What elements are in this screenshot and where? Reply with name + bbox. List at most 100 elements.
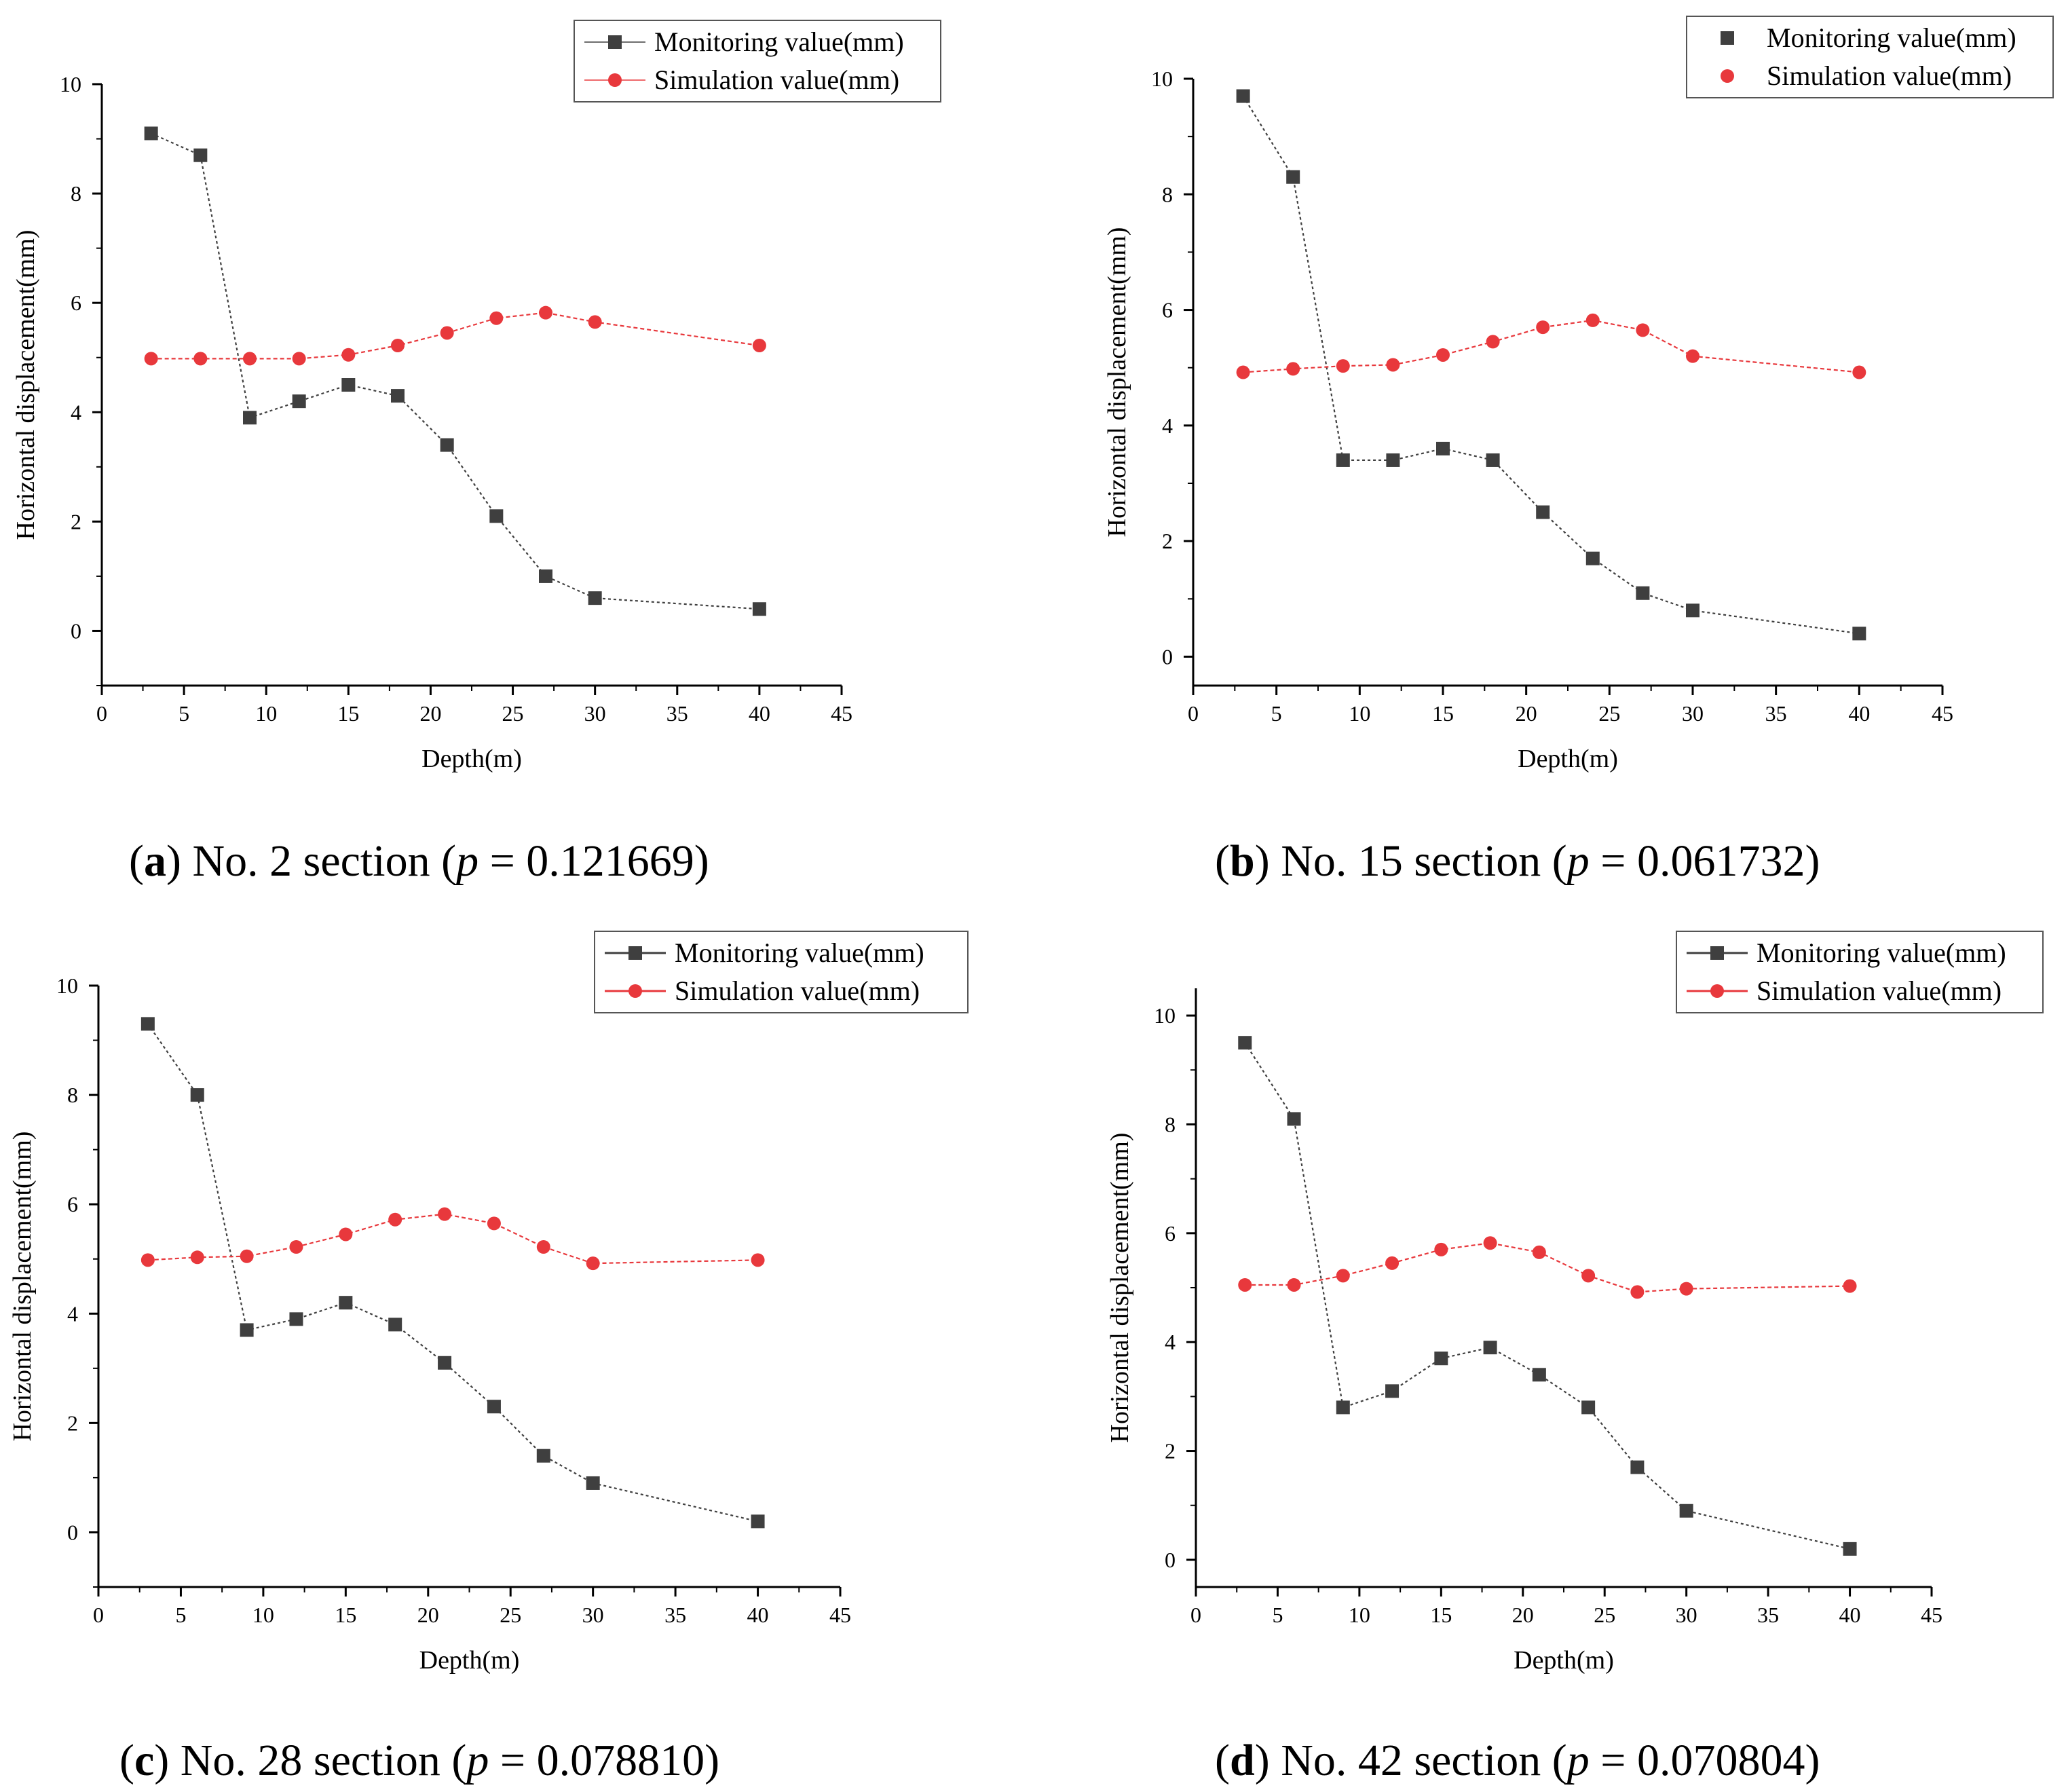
caption-open-paren: ( bbox=[1215, 1736, 1230, 1785]
x-tick-label: 30 bbox=[1682, 701, 1704, 726]
data-point-square bbox=[292, 394, 306, 409]
caption-open-paren: ( bbox=[1215, 836, 1230, 886]
y-tick-label: 6 bbox=[71, 291, 81, 315]
data-point-circle bbox=[1536, 320, 1550, 335]
series-line bbox=[1245, 1242, 1850, 1293]
y-tick-label: 8 bbox=[1162, 182, 1173, 206]
y-tick-label: 0 bbox=[67, 1520, 78, 1544]
data-point-circle bbox=[586, 1256, 600, 1271]
caption-p: p bbox=[464, 1736, 489, 1785]
chart-panel-c: 0 5 10 15 20 25 30 35 40 45 0 2 4 6 8 10 Depth(m) Horizon… bbox=[8, 931, 969, 1785]
caption-value: = 0.078810) bbox=[489, 1736, 719, 1785]
legend-label: Simulation value(mm) bbox=[675, 975, 920, 1006]
x-axis-title: Depth(m) bbox=[1518, 745, 1618, 773]
data-point-square bbox=[1679, 1504, 1693, 1518]
data-point-square bbox=[190, 1088, 204, 1102]
data-point-square bbox=[289, 1312, 303, 1326]
data-point-square bbox=[1483, 1341, 1497, 1355]
data-point-circle bbox=[1852, 365, 1866, 379]
data-point-circle bbox=[588, 315, 602, 329]
series-monitoring bbox=[144, 126, 766, 616]
series-simulation bbox=[140, 1207, 765, 1271]
data-point-circle bbox=[341, 348, 356, 362]
data-point-circle bbox=[1236, 365, 1250, 379]
data-point-square bbox=[193, 148, 208, 162]
y-tick-label: 2 bbox=[1165, 1439, 1176, 1463]
legend: Monitoring value(mm) Simulation value(mm) bbox=[1676, 931, 2044, 1013]
legend-box bbox=[574, 20, 941, 102]
data-point-circle bbox=[752, 339, 766, 353]
y-tick-label: 8 bbox=[71, 181, 81, 206]
x-tick-label: 10 bbox=[255, 701, 277, 726]
y-tick-label: 4 bbox=[1165, 1330, 1176, 1354]
legend: Monitoring value(mm) Simulation value(mm) bbox=[594, 931, 969, 1013]
chart-panel-a: 0 5 10 15 20 25 30 35 40 45 0 2 4 6 8 10 Depth(m) Horizon… bbox=[12, 20, 941, 886]
data-point-square bbox=[1585, 551, 1600, 565]
data-point-circle bbox=[1434, 1242, 1448, 1256]
legend-square-marker bbox=[628, 946, 642, 960]
data-point-circle bbox=[489, 311, 504, 325]
legend-label: Monitoring value(mm) bbox=[1767, 22, 2016, 53]
y-tick-label: 4 bbox=[1162, 413, 1173, 438]
x-tick-label: 20 bbox=[1512, 1603, 1534, 1627]
legend-label: Monitoring value(mm) bbox=[675, 937, 924, 968]
y-tick-label: 10 bbox=[1151, 67, 1173, 91]
y-tick-label: 0 bbox=[1165, 1548, 1176, 1572]
data-point-square bbox=[438, 1356, 452, 1370]
x-tick-label: 15 bbox=[1432, 701, 1454, 726]
data-point-circle bbox=[1486, 335, 1500, 349]
y-tick-label: 4 bbox=[67, 1301, 78, 1326]
caption-letter: d bbox=[1230, 1736, 1255, 1785]
series-line bbox=[1243, 319, 1860, 373]
x-tick-label: 25 bbox=[1594, 1603, 1615, 1627]
caption-p: p bbox=[1564, 836, 1590, 886]
data-point-circle bbox=[1287, 1277, 1301, 1292]
x-tick-label: 0 bbox=[1188, 701, 1199, 726]
caption-close-paren: ) bbox=[154, 1736, 180, 1785]
data-point-square bbox=[341, 378, 356, 392]
data-point-circle bbox=[438, 1207, 452, 1221]
data-point-square bbox=[487, 1400, 501, 1414]
caption-text: No. 42 section ( bbox=[1281, 1736, 1567, 1785]
x-tick-label: 30 bbox=[582, 1603, 604, 1627]
x-tick-label: 30 bbox=[1676, 1603, 1697, 1627]
x-tick-label: 5 bbox=[175, 1603, 186, 1627]
caption-close-paren: ) bbox=[166, 836, 192, 886]
data-point-circle bbox=[1679, 1282, 1693, 1296]
x-tick-label: 15 bbox=[337, 701, 359, 726]
data-point-circle bbox=[193, 352, 208, 366]
data-point-circle bbox=[487, 1216, 501, 1231]
data-point-square bbox=[1287, 1112, 1301, 1126]
data-point-circle bbox=[1532, 1245, 1546, 1259]
y-axis-title: Horizontal displacement(mm) bbox=[1103, 227, 1131, 538]
data-point-circle bbox=[1385, 1256, 1400, 1270]
y-tick-label: 8 bbox=[67, 1083, 78, 1107]
x-tick-label: 40 bbox=[1848, 701, 1870, 726]
caption-close-paren: ) bbox=[1255, 1736, 1281, 1785]
x-tick-label: 45 bbox=[829, 1603, 851, 1627]
chart-panel-b: 0 5 10 15 20 25 30 35 40 45 0 2 4 6 8 10 Depth(m) Horizon… bbox=[1103, 16, 2054, 886]
legend-circle-marker bbox=[628, 984, 642, 998]
x-tick-label: 5 bbox=[1271, 701, 1282, 726]
data-point-square bbox=[1532, 1368, 1546, 1382]
data-point-circle bbox=[1843, 1279, 1857, 1293]
y-tick-label: 6 bbox=[1162, 298, 1173, 322]
data-point-circle bbox=[1585, 313, 1600, 327]
data-point-square bbox=[1536, 505, 1550, 519]
data-point-circle bbox=[1436, 348, 1450, 362]
x-tick-label: 40 bbox=[749, 701, 770, 726]
legend-square-marker bbox=[1710, 946, 1724, 960]
caption-open-paren: ( bbox=[119, 1736, 134, 1785]
x-tick-label: 25 bbox=[500, 1603, 521, 1627]
data-point-square bbox=[1630, 1460, 1645, 1474]
series-monitoring bbox=[140, 1017, 765, 1529]
data-point-square bbox=[388, 1318, 402, 1332]
data-point-square bbox=[1386, 453, 1400, 467]
data-point-circle bbox=[1336, 1269, 1350, 1283]
x-tick-label: 10 bbox=[1349, 1603, 1370, 1627]
data-point-square bbox=[440, 438, 454, 452]
data-point-circle bbox=[1286, 362, 1300, 376]
data-point-square bbox=[1581, 1400, 1596, 1415]
series-monitoring bbox=[1238, 1036, 1857, 1556]
y-tick-label: 2 bbox=[71, 509, 81, 534]
